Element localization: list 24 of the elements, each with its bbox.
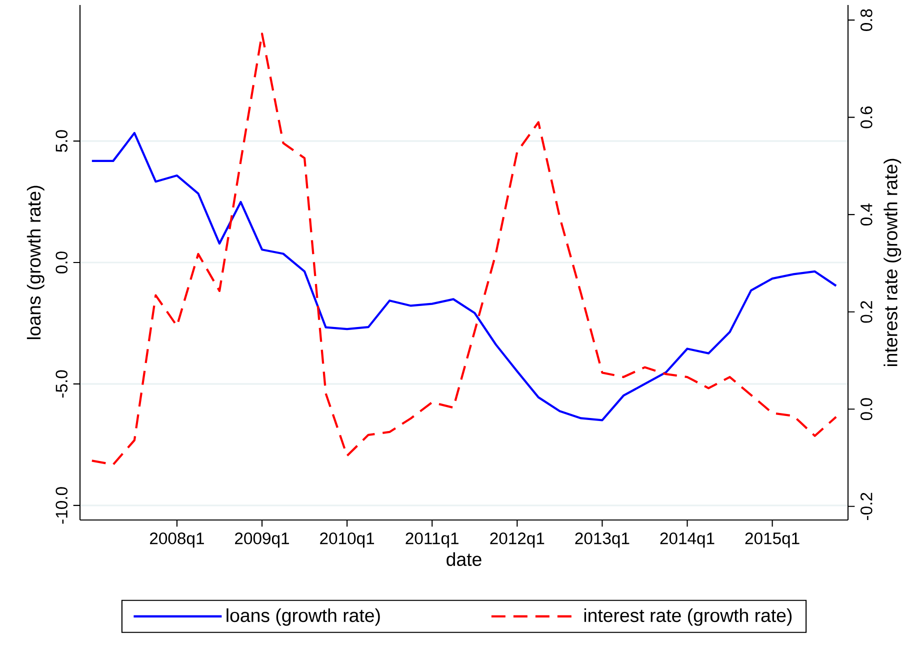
y-tick-label: -10.0 [56, 487, 68, 524]
x-tick-label: 2010q1 [320, 532, 374, 548]
y2-tick-label: 0.8 [860, 9, 872, 31]
y2-tick-label: 0.6 [860, 106, 872, 128]
legend-label: interest rate (growth rate) [584, 608, 792, 626]
x-tick-label: 2013q1 [575, 532, 630, 548]
x-axis-title: date [446, 552, 482, 566]
x-tick-label: 2009q1 [235, 532, 289, 548]
y-axis-title: loans (growth rate) [26, 186, 44, 340]
x-tick-label: 2011q1 [406, 532, 458, 548]
y2-tick-label: 0.4 [860, 203, 872, 226]
y2-tick-label: 0.2 [860, 301, 872, 323]
x-tick-label: 2008q1 [150, 532, 204, 548]
y2-tick-label: -0.2 [860, 492, 872, 520]
y-tick-label: -5.0 [56, 370, 68, 398]
line-series [90, 132, 838, 422]
x-tick-label: 2012q1 [490, 532, 544, 548]
x-tick-label: 2014q1 [660, 532, 714, 548]
y-tick-label: 5.0 [56, 130, 68, 152]
x-tick-label: 2015q1 [745, 532, 800, 548]
y2-axis-title: interest rate (growth rate) [884, 158, 902, 366]
y2-tick-label: 0.0 [860, 398, 872, 420]
legend-label: loans (growth rate) [226, 608, 380, 626]
y-tick-label: 0.0 [56, 252, 68, 274]
